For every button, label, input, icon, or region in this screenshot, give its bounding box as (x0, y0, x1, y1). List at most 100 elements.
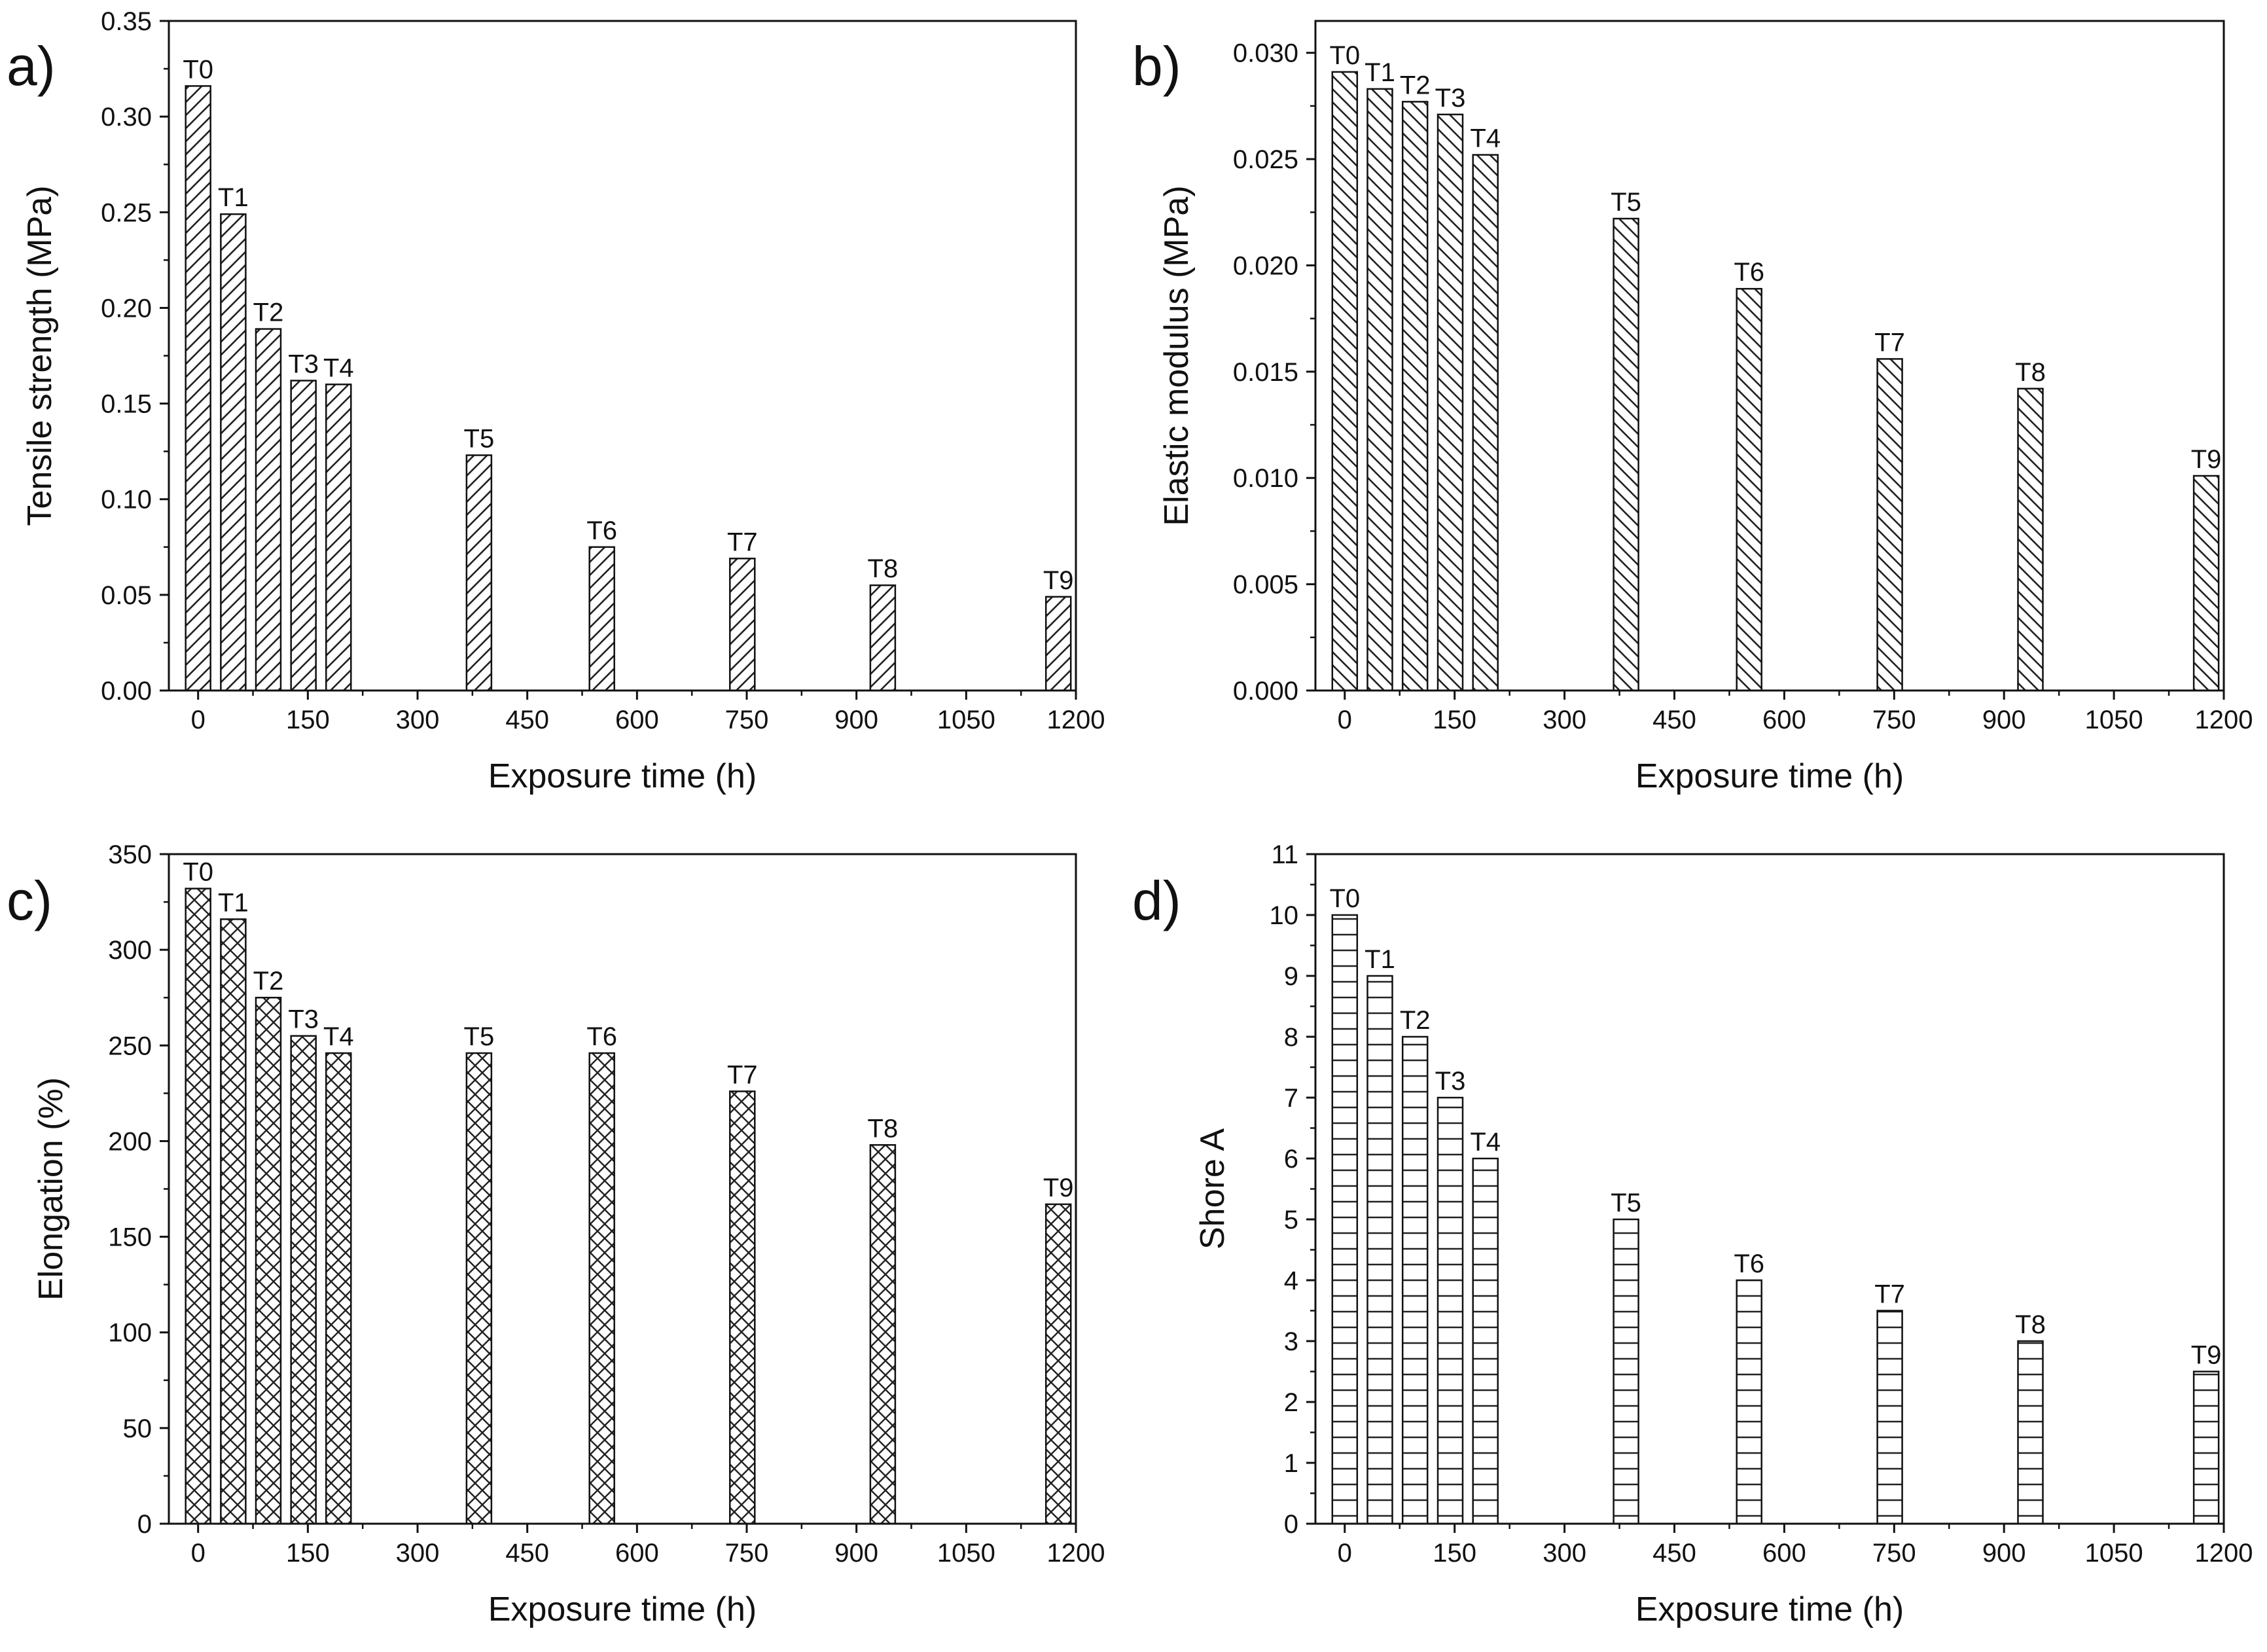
bar-label-t0: T0 (1329, 41, 1360, 70)
x-tick-label: 450 (1652, 1539, 1696, 1568)
bar-t9 (2192, 1371, 2220, 1525)
x-tick-label: 0 (191, 706, 205, 734)
x-tick-label: 1200 (2195, 706, 2253, 734)
bar-t4 (1472, 1157, 1499, 1525)
x-tick-label: 1050 (937, 1539, 995, 1568)
bar-t1 (1366, 975, 1393, 1525)
y-tick-label: 2 (1284, 1388, 1298, 1417)
bar-label-t8: T8 (2015, 358, 2046, 387)
plot-frame (1314, 20, 2225, 692)
bar-label-t3: T3 (1435, 1067, 1466, 1096)
y-tick-label: 0.20 (101, 294, 152, 323)
bar-label-t5: T5 (464, 1022, 495, 1051)
y-tick-label: 8 (1284, 1023, 1298, 1052)
bar-t7 (1876, 358, 1903, 692)
x-tick-label: 300 (396, 1539, 440, 1568)
bar-t8 (2017, 387, 2044, 692)
bar-t3 (290, 1035, 317, 1525)
x-tick-label: 1050 (937, 706, 995, 734)
y-tick-label: 0.005 (1233, 571, 1298, 600)
bar-label-t0: T0 (1329, 884, 1360, 913)
x-tick-label: 750 (1872, 706, 1916, 734)
y-tick-label: 0.05 (101, 581, 152, 610)
x-tick-label: 150 (286, 1539, 330, 1568)
y-tick-label: 0.15 (101, 390, 152, 419)
bar-t0 (1331, 914, 1359, 1525)
x-tick-label: 300 (1543, 706, 1586, 734)
bar-label-t6: T6 (586, 1022, 617, 1051)
bar-label-t3: T3 (288, 350, 319, 379)
y-tick-label: 0.10 (101, 486, 152, 514)
bar-label-t4: T4 (1470, 124, 1501, 153)
bar-t1 (220, 213, 247, 692)
bar-label-t7: T7 (727, 1060, 758, 1089)
bar-label-t4: T4 (323, 1022, 354, 1051)
bar-t9 (2192, 475, 2220, 692)
bar-label-t3: T3 (288, 1005, 319, 1034)
y-tick-label: 6 (1284, 1145, 1298, 1174)
bar-label-t8: T8 (868, 1114, 899, 1143)
panel-letter: a) (7, 35, 56, 97)
bar-t8 (869, 584, 897, 692)
y-tick-label: 0 (1284, 1510, 1298, 1539)
bar-t9 (1044, 596, 1072, 692)
bar-t9 (1044, 1203, 1072, 1525)
x-tick-label: 900 (834, 706, 878, 734)
bar-t4 (325, 1052, 352, 1525)
bar-t6 (1736, 287, 1762, 692)
y-tick-label: 7 (1284, 1084, 1298, 1113)
bar-label-t9: T9 (1043, 566, 1074, 595)
bar-label-t2: T2 (253, 298, 284, 327)
x-tick-label: 900 (1982, 1539, 2026, 1568)
x-tick-label: 600 (615, 1539, 659, 1568)
bar-t0 (1331, 71, 1359, 692)
x-tick-label: 300 (396, 706, 440, 734)
y-tick-label: 1 (1284, 1449, 1298, 1478)
bar-label-t6: T6 (586, 516, 617, 545)
x-tick-label: 900 (834, 1539, 878, 1568)
y-axis-title: Shore A (1194, 1128, 1232, 1249)
x-tick-label: 750 (725, 1539, 769, 1568)
y-tick-label: 11 (1271, 840, 1298, 869)
y-tick-label: 4 (1284, 1266, 1298, 1295)
bar-t1 (1366, 88, 1393, 692)
x-tick-label: 900 (1982, 706, 2026, 734)
bar-label-t1: T1 (218, 888, 249, 917)
y-tick-label: 0.00 (101, 677, 152, 706)
bar-label-t7: T7 (1874, 328, 1905, 357)
bar-label-t6: T6 (1734, 1249, 1764, 1278)
x-tick-label: 750 (1872, 1539, 1916, 1568)
x-tick-label: 1050 (2085, 706, 2143, 734)
x-tick-label: 600 (615, 706, 659, 734)
x-tick-label: 1050 (2085, 1539, 2143, 1568)
y-tick-label: 100 (108, 1319, 152, 1348)
panel-letter: b) (1132, 35, 1181, 97)
y-tick-label: 0.35 (101, 7, 152, 36)
y-tick-label: 0.030 (1233, 39, 1298, 68)
bar-t7 (729, 558, 756, 692)
bar-label-t9: T9 (1043, 1174, 1074, 1202)
y-tick-label: 0.30 (101, 103, 152, 132)
y-axis-title: Elongation (%) (32, 1077, 70, 1301)
y-tick-label: 250 (108, 1032, 152, 1060)
bar-t2 (1401, 1035, 1429, 1525)
bar-t1 (220, 918, 247, 1525)
x-tick-label: 1200 (1047, 706, 1105, 734)
bar-label-t1: T1 (218, 183, 249, 212)
x-axis-title: Exposure time (h) (1635, 757, 1904, 795)
bar-label-t7: T7 (1874, 1280, 1905, 1309)
bar-label-t5: T5 (1611, 1189, 1641, 1217)
bar-t6 (588, 1052, 615, 1525)
y-tick-label: 300 (108, 936, 152, 965)
y-tick-label: 10 (1270, 901, 1299, 930)
y-tick-label: 0.25 (101, 198, 152, 227)
x-tick-label: 750 (725, 706, 769, 734)
x-tick-label: 450 (505, 706, 549, 734)
bar-label-t8: T8 (2015, 1310, 2046, 1339)
bar-t8 (869, 1144, 897, 1525)
y-tick-label: 3 (1284, 1327, 1298, 1356)
bar-label-t1: T1 (1365, 945, 1395, 974)
